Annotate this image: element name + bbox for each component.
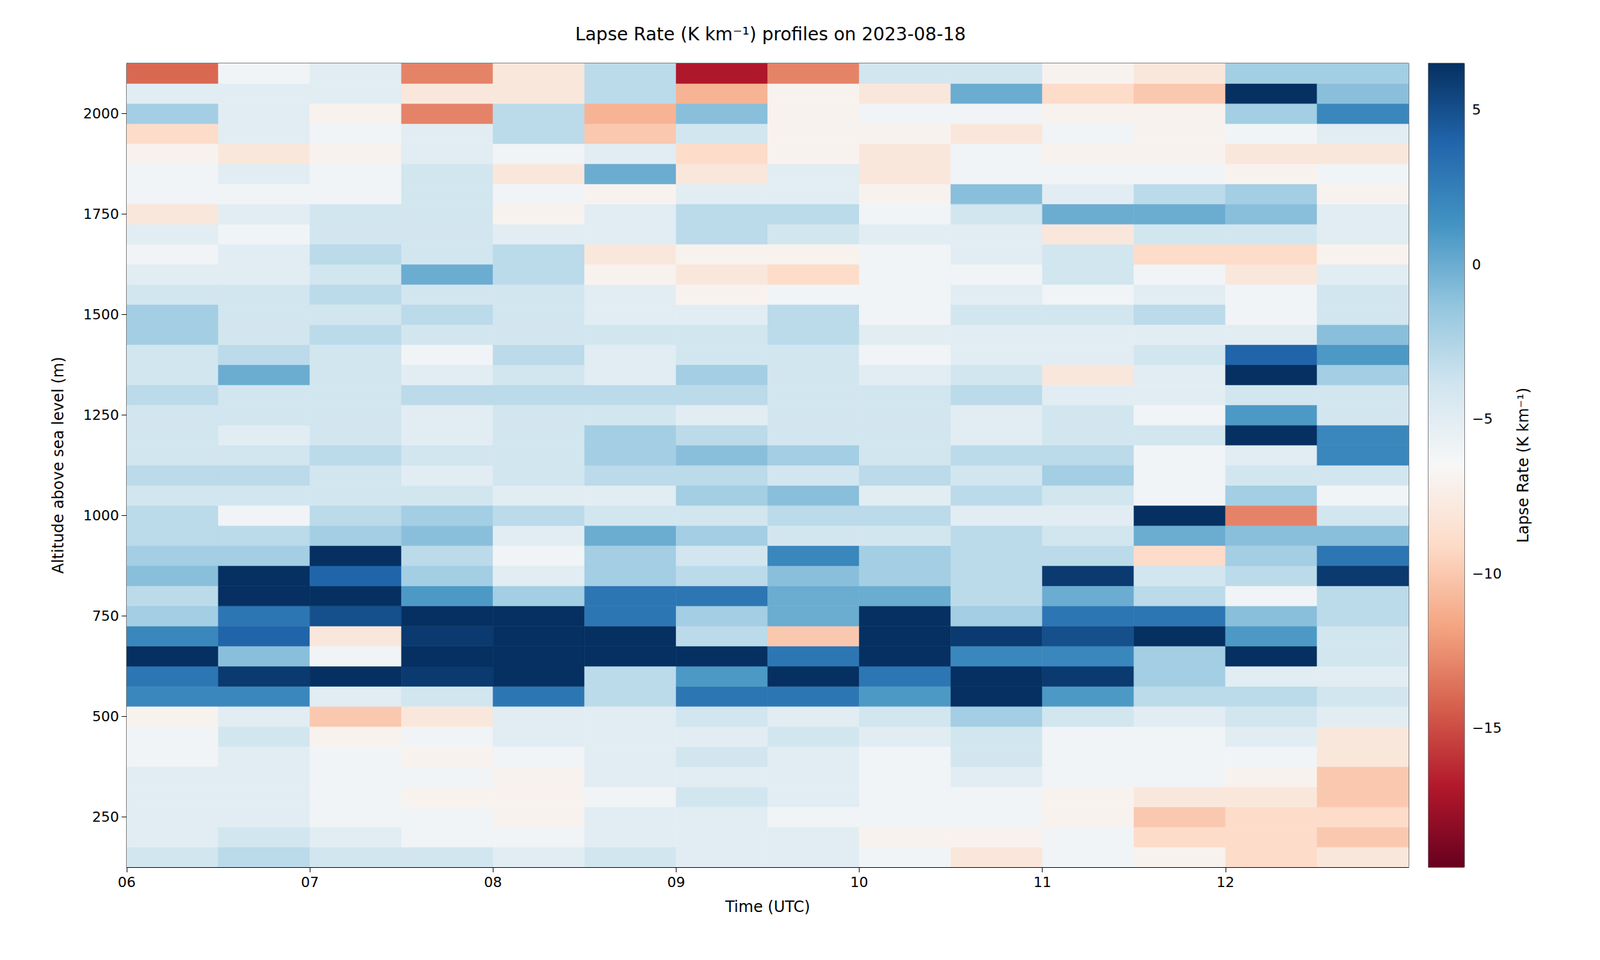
svg-text:Lapse Rate (K km⁻¹): Lapse Rate (K km⁻¹) — [1514, 387, 1533, 544]
svg-text:12: 12 — [1216, 874, 1235, 891]
svg-text:09: 09 — [666, 874, 685, 891]
svg-text:1750: 1750 — [83, 206, 120, 223]
svg-text:250: 250 — [92, 808, 120, 825]
svg-text:1500: 1500 — [83, 306, 120, 323]
svg-text:Lapse Rate (K km⁻¹) profiles o: Lapse Rate (K km⁻¹) profiles on 2023-08-… — [575, 23, 966, 45]
svg-text:1000: 1000 — [83, 507, 120, 524]
svg-text:08: 08 — [483, 874, 502, 891]
svg-text:Time (UTC): Time (UTC) — [724, 897, 811, 916]
svg-text:−5: −5 — [1472, 410, 1493, 427]
svg-text:06: 06 — [117, 874, 136, 891]
svg-text:−10: −10 — [1472, 565, 1502, 582]
svg-text:2000: 2000 — [83, 105, 120, 122]
svg-text:Altitude above sea level (m): Altitude above sea level (m) — [49, 356, 68, 574]
svg-text:11: 11 — [1033, 874, 1052, 891]
svg-text:5: 5 — [1472, 101, 1481, 118]
svg-text:07: 07 — [300, 874, 319, 891]
svg-text:−15: −15 — [1472, 720, 1502, 736]
svg-text:0: 0 — [1472, 256, 1481, 273]
svg-text:10: 10 — [850, 874, 869, 891]
svg-text:750: 750 — [92, 608, 120, 624]
svg-text:1250: 1250 — [83, 407, 120, 424]
svg-text:500: 500 — [92, 708, 120, 725]
